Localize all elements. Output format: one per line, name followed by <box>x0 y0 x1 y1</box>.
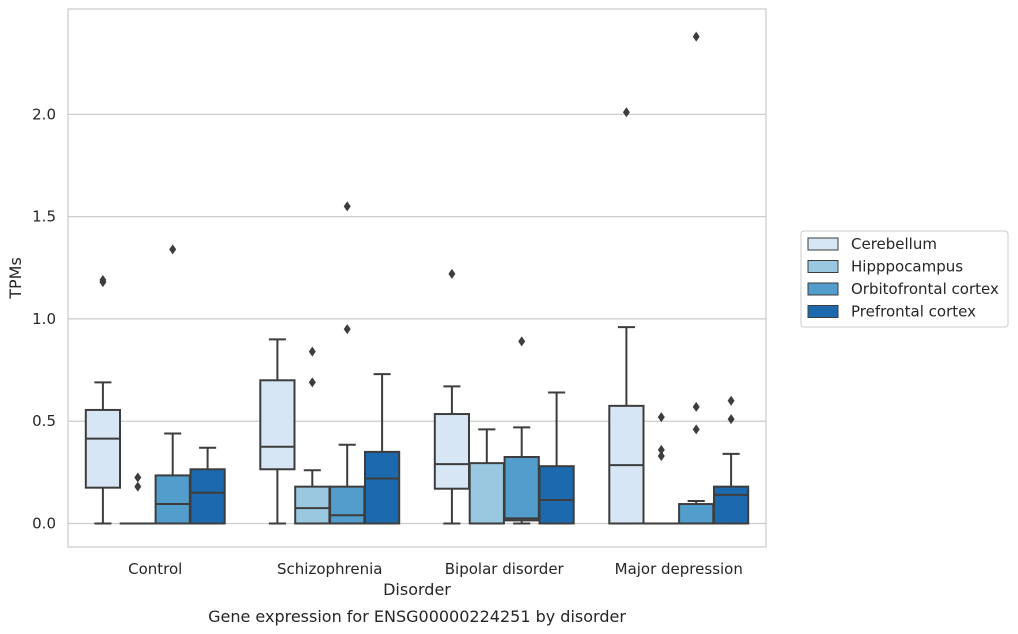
box-body <box>468 462 505 525</box>
x-tick-labels: Control Schizophrenia Bipolar disorder Majo… <box>128 560 743 578</box>
y-axis-label: TPMs <box>6 257 25 300</box>
plot-frame <box>67 8 767 548</box>
legend: Cerebellum Hipppocampus Orbitofrontal cort… <box>800 230 1009 328</box>
box-3-1 <box>643 412 680 525</box>
legend-label: Hipppocampus <box>851 258 963 276</box>
box-0-0 <box>84 275 122 525</box>
outlier-point <box>308 377 316 388</box>
box-body <box>678 503 715 525</box>
legend-frame <box>800 230 1009 328</box>
box-body <box>329 485 366 525</box>
box-body <box>712 485 750 525</box>
box-2-0 <box>433 268 471 525</box>
outlier-point <box>727 414 735 425</box>
outlier-point <box>622 107 630 118</box>
box-body <box>538 465 575 525</box>
outlier-point <box>169 244 177 255</box>
legend-label: Prefrontal cortex <box>851 303 976 321</box>
box-body <box>294 485 331 525</box>
y-tick-label: 1.0 <box>32 310 56 328</box>
x-tick-label: Major depression <box>615 560 743 578</box>
outlier-point <box>692 31 700 42</box>
outlier-point <box>134 472 142 483</box>
box-2-3 <box>538 391 575 525</box>
outlier-point <box>692 401 700 412</box>
box-body <box>259 379 296 471</box>
outlier-point <box>343 201 351 212</box>
box-body <box>433 413 471 490</box>
legend-swatch <box>807 282 839 296</box>
y-tick-labels: 0.0 0.5 1.0 1.5 2.0 <box>32 105 56 532</box>
box-body <box>84 408 122 489</box>
box-3-3 <box>712 395 750 525</box>
x-tick-label: Control <box>128 560 182 578</box>
box-0-1 <box>119 472 156 525</box>
outlier-point <box>657 412 665 423</box>
outlier-point <box>134 481 142 492</box>
outlier-point <box>657 450 665 461</box>
box-body <box>189 468 226 525</box>
box-1-0 <box>259 338 296 525</box>
legend-swatch <box>807 305 839 318</box>
y-tick-label: 0.5 <box>32 412 56 430</box>
box-0-3 <box>189 446 226 525</box>
chart-title: Gene expression for ENSG00000224251 by d… <box>208 607 626 626</box>
box-body <box>503 455 540 522</box>
outlier-point <box>308 346 316 357</box>
box-0-2 <box>154 244 191 525</box>
outlier-point <box>692 424 700 435</box>
box-body <box>363 450 401 525</box>
legend-label: Orbitofrontal cortex <box>851 280 999 298</box>
box-1-1 <box>294 346 331 525</box>
x-tick-label: Schizophrenia <box>277 560 382 578</box>
legend-label: Cerebellum <box>851 235 937 253</box>
outlier-point <box>343 324 351 335</box>
y-tick-label: 1.5 <box>32 208 56 226</box>
outlier-point <box>657 444 665 455</box>
outlier-point <box>448 268 456 279</box>
boxes <box>84 31 750 525</box>
outlier-point <box>727 395 735 406</box>
y-tick-label: 0.0 <box>32 514 56 532</box>
x-axis-label: Disorder <box>383 580 451 599</box>
legend-swatch <box>807 237 839 251</box>
box-1-3 <box>363 373 401 525</box>
outlier-point <box>99 275 107 286</box>
x-tick-label: Bipolar disorder <box>445 560 565 578</box>
box-2-1 <box>468 428 505 525</box>
box-2-2 <box>503 336 540 525</box>
outlier-point <box>518 336 526 347</box>
legend-swatch <box>807 260 839 273</box>
y-tick-label: 2.0 <box>32 105 56 123</box>
box-body <box>154 474 191 525</box>
box-3-0 <box>608 107 645 525</box>
